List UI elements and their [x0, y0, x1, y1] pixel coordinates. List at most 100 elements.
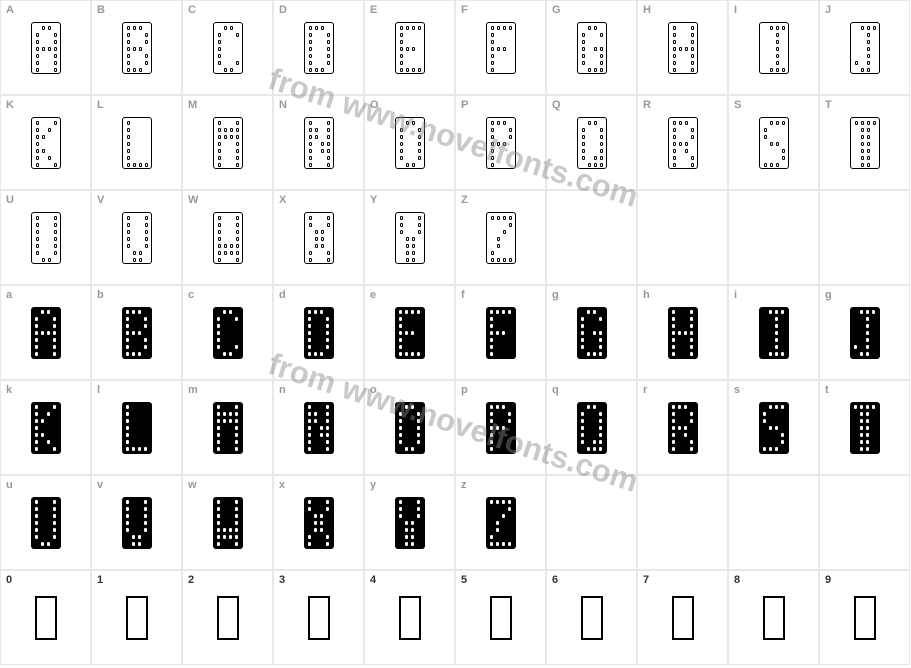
- dot: [412, 251, 415, 255]
- domino-outline-glyph: [395, 117, 425, 169]
- dot: [223, 419, 226, 423]
- dot: [866, 310, 869, 314]
- dot: [48, 258, 51, 262]
- cell-label: V: [97, 194, 104, 206]
- glyph-area: [460, 114, 541, 172]
- dot: [509, 128, 512, 132]
- dot: [599, 433, 602, 437]
- glyph-area: [278, 589, 359, 647]
- glyph-area: [551, 399, 632, 457]
- dot: [54, 251, 57, 255]
- domino-black-glyph: [213, 307, 243, 359]
- dot: [320, 352, 323, 356]
- cell-label: G: [552, 4, 561, 16]
- dot: [36, 156, 39, 160]
- glyph-area: [551, 209, 632, 267]
- dot: [769, 352, 772, 356]
- domino-outline-glyph: [395, 22, 425, 74]
- domino-outline-glyph: [31, 22, 61, 74]
- dot: [36, 223, 39, 227]
- dot: [672, 433, 675, 437]
- dot: [309, 149, 312, 153]
- dot: [600, 142, 603, 146]
- dot: [491, 216, 494, 220]
- domino-black-glyph: [304, 497, 334, 549]
- cell-label: F: [461, 4, 468, 16]
- dot: [781, 440, 784, 444]
- dot: [491, 128, 494, 132]
- glyph-area: [187, 19, 268, 77]
- dot: [781, 310, 784, 314]
- dot: [327, 121, 330, 125]
- dot: [405, 542, 408, 546]
- glyph-area: [642, 399, 723, 457]
- dot: [36, 142, 39, 146]
- glyph-area: [5, 399, 86, 457]
- cell-label: z: [461, 479, 467, 491]
- dot: [497, 237, 500, 241]
- dot: [412, 26, 415, 30]
- glyph-area: [187, 589, 268, 647]
- dot: [235, 419, 238, 423]
- dot: [314, 310, 317, 314]
- dot: [41, 331, 44, 335]
- dot: [139, 68, 142, 72]
- dot: [491, 135, 494, 139]
- domino-black-glyph: [122, 497, 152, 549]
- dot: [127, 163, 130, 167]
- dot: [418, 26, 421, 30]
- empty-glyph: [217, 596, 239, 640]
- dot: [35, 500, 38, 504]
- dot: [127, 216, 130, 220]
- dot: [47, 412, 50, 416]
- dot: [673, 54, 676, 58]
- dot: [327, 128, 330, 132]
- dot: [327, 156, 330, 160]
- dot: [236, 33, 239, 37]
- dot: [417, 433, 420, 437]
- dot: [581, 412, 584, 416]
- dot: [872, 310, 875, 314]
- glyph-cell: W: [182, 190, 273, 285]
- dot: [581, 324, 584, 328]
- dot: [866, 419, 869, 423]
- dot: [503, 121, 506, 125]
- dot: [502, 405, 505, 409]
- dot: [764, 135, 767, 139]
- dot: [308, 440, 311, 444]
- dot: [217, 500, 220, 504]
- dot: [775, 426, 778, 430]
- dot: [139, 251, 142, 255]
- dot: [133, 26, 136, 30]
- dot: [600, 163, 603, 167]
- glyph-area: [369, 209, 450, 267]
- glyph-area: [278, 399, 359, 457]
- dot: [315, 68, 318, 72]
- dot: [309, 142, 312, 146]
- dot: [490, 535, 493, 539]
- dot: [327, 47, 330, 51]
- dot: [321, 68, 324, 72]
- dot: [503, 216, 506, 220]
- glyph-area: [551, 304, 632, 362]
- glyph-cell: X: [273, 190, 364, 285]
- dot: [229, 528, 232, 532]
- domino-black-glyph: [304, 402, 334, 454]
- domino-outline-glyph: [850, 117, 880, 169]
- dot: [763, 447, 766, 451]
- cell-label: 4: [370, 574, 376, 586]
- dot: [126, 440, 129, 444]
- glyph-cell: Z: [455, 190, 546, 285]
- dot: [144, 447, 147, 451]
- dot: [867, 121, 870, 125]
- dot: [218, 128, 221, 132]
- dot: [48, 26, 51, 30]
- dot: [327, 251, 330, 255]
- glyph-area: [96, 114, 177, 172]
- glyph-cell: G: [546, 0, 637, 95]
- dot: [406, 68, 409, 72]
- domino-black-glyph: [850, 307, 880, 359]
- dot: [235, 528, 238, 532]
- dot: [127, 33, 130, 37]
- dot: [776, 40, 779, 44]
